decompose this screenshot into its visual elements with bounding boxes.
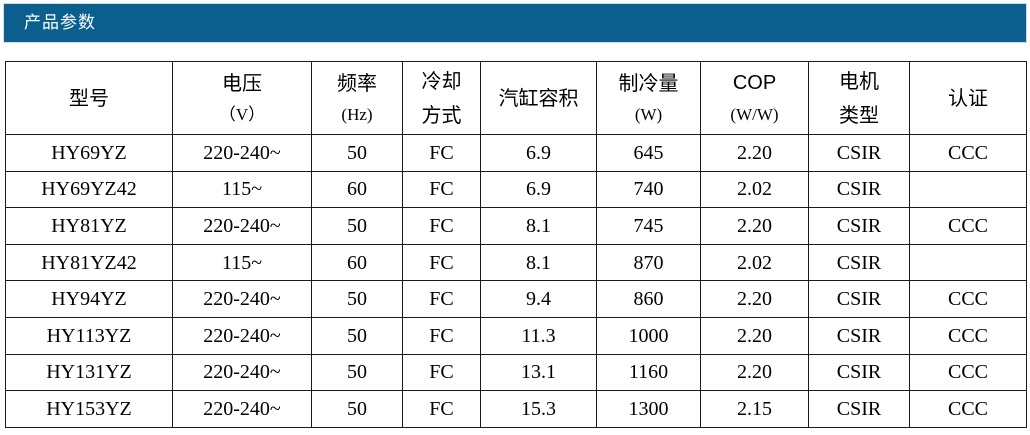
cell-voltage: 115~ (172, 170, 312, 209)
cell-frequency: 50 (311, 134, 403, 172)
cell-frequency: 60 (311, 243, 403, 282)
cell-frequency: 50 (311, 390, 403, 428)
cell-cop: 2.20 (700, 316, 809, 355)
cell-cooling-capacity: 870 (596, 243, 701, 282)
header-voltage: 电压 （V） (172, 61, 312, 135)
cell-cooling-method: FC (402, 390, 481, 428)
cell-cop: 2.20 (700, 134, 809, 172)
cell-motor-type: CSIR (808, 134, 910, 172)
cell-model: HY113YZ (5, 316, 173, 355)
cell-cooling-capacity: 645 (596, 134, 701, 172)
cell-model: HY94YZ (5, 280, 173, 318)
cell-certification (909, 243, 1027, 282)
cell-certification (909, 170, 1027, 209)
cell-cooling-method: FC (402, 243, 481, 282)
cell-displacement: 6.9 (480, 134, 597, 172)
cell-displacement: 6.9 (480, 170, 597, 209)
cell-cooling-method: FC (402, 207, 481, 245)
cell-cooling-capacity: 745 (596, 207, 701, 245)
cell-cop: 2.20 (700, 207, 809, 245)
table-row: HY81YZ42 115~ 60 FC 8.1 870 2.02 CSIR (5, 243, 1027, 282)
cell-certification: CCC (909, 280, 1027, 318)
cell-voltage: 220-240~ (172, 390, 312, 428)
cell-certification: CCC (909, 353, 1027, 392)
cell-frequency: 50 (311, 280, 403, 318)
header-cop: COP (W/W) (700, 61, 809, 135)
cell-cooling-capacity: 1000 (596, 316, 701, 355)
cell-model: HY69YZ42 (5, 170, 173, 209)
cell-frequency: 50 (311, 353, 403, 392)
cell-certification: CCC (909, 207, 1027, 245)
cell-voltage: 220-240~ (172, 353, 312, 392)
table-body: HY69YZ 220-240~ 50 FC 6.9 645 2.20 CSIR CCC HY69Y… (5, 134, 1027, 428)
cell-motor-type: CSIR (808, 390, 910, 428)
header-cooling-method: 冷却 方式 (402, 61, 481, 135)
cell-cooling-capacity: 1300 (596, 390, 701, 428)
cell-displacement: 8.1 (480, 207, 597, 245)
cell-displacement: 9.4 (480, 280, 597, 318)
cell-certification: CCC (909, 390, 1027, 428)
cell-model: HY153YZ (5, 390, 173, 428)
section-header: 产品参数 (3, 3, 1027, 43)
cell-cooling-method: FC (402, 353, 481, 392)
cell-certification: CCC (909, 316, 1027, 355)
cell-motor-type: CSIR (808, 316, 910, 355)
cell-frequency: 60 (311, 170, 403, 209)
header-motor-type: 电机 类型 (808, 61, 910, 135)
cell-cooling-method: FC (402, 170, 481, 209)
cell-displacement: 8.1 (480, 243, 597, 282)
cell-cooling-method: FC (402, 134, 481, 172)
table-row: HY69YZ42 115~ 60 FC 6.9 740 2.02 CSIR (5, 170, 1027, 209)
cell-motor-type: CSIR (808, 243, 910, 282)
cell-displacement: 13.1 (480, 353, 597, 392)
cell-cooling-method: FC (402, 316, 481, 355)
header-cooling-capacity: 制冷量 (W) (596, 61, 701, 135)
cell-voltage: 220-240~ (172, 316, 312, 355)
cell-cop: 2.20 (700, 353, 809, 392)
cell-voltage: 220-240~ (172, 207, 312, 245)
header-displacement: 汽缸容积 (480, 61, 597, 135)
cell-motor-type: CSIR (808, 207, 910, 245)
cell-model: HY69YZ (5, 134, 173, 172)
table-row: HY153YZ 220-240~ 50 FC 15.3 1300 2.15 CSIR CCC (5, 390, 1027, 428)
cell-model: HY131YZ (5, 353, 173, 392)
cell-voltage: 220-240~ (172, 280, 312, 318)
cell-model: HY81YZ42 (5, 243, 173, 282)
table-row: HY94YZ 220-240~ 50 FC 9.4 860 2.20 CSIR CCC (5, 280, 1027, 318)
cell-cooling-method: FC (402, 280, 481, 318)
cell-motor-type: CSIR (808, 353, 910, 392)
cell-cop: 2.20 (700, 280, 809, 318)
cell-motor-type: CSIR (808, 170, 910, 209)
table-header-row: 型号 电压 （V） 频率 (Hz) 冷却 方式 汽缸容积 制冷量 (W) (5, 61, 1027, 135)
header-frequency: 频率 (Hz) (311, 61, 403, 135)
cell-voltage: 115~ (172, 243, 312, 282)
cell-certification: CCC (909, 134, 1027, 172)
cell-frequency: 50 (311, 207, 403, 245)
header-model: 型号 (5, 61, 173, 135)
header-certification: 认证 (909, 61, 1027, 135)
section-title: 产品参数 (24, 13, 96, 33)
cell-displacement: 11.3 (480, 316, 597, 355)
cell-frequency: 50 (311, 316, 403, 355)
cell-cop: 2.02 (700, 170, 809, 209)
cell-voltage: 220-240~ (172, 134, 312, 172)
table-row: HY81YZ 220-240~ 50 FC 8.1 745 2.20 CSIR CCC (5, 207, 1027, 245)
cell-cooling-capacity: 1160 (596, 353, 701, 392)
table-row: HY131YZ 220-240~ 50 FC 13.1 1160 2.20 CSIR CCC (5, 353, 1027, 392)
product-spec-table: 型号 电压 （V） 频率 (Hz) 冷却 方式 汽缸容积 制冷量 (W) (5, 61, 1027, 428)
cell-cop: 2.15 (700, 390, 809, 428)
cell-motor-type: CSIR (808, 280, 910, 318)
table-row: HY113YZ 220-240~ 50 FC 11.3 1000 2.20 CSIR CCC (5, 316, 1027, 355)
table-row: HY69YZ 220-240~ 50 FC 6.9 645 2.20 CSIR CCC (5, 134, 1027, 172)
cell-model: HY81YZ (5, 207, 173, 245)
cell-cooling-capacity: 860 (596, 280, 701, 318)
cell-cooling-capacity: 740 (596, 170, 701, 209)
cell-cop: 2.02 (700, 243, 809, 282)
cell-displacement: 15.3 (480, 390, 597, 428)
